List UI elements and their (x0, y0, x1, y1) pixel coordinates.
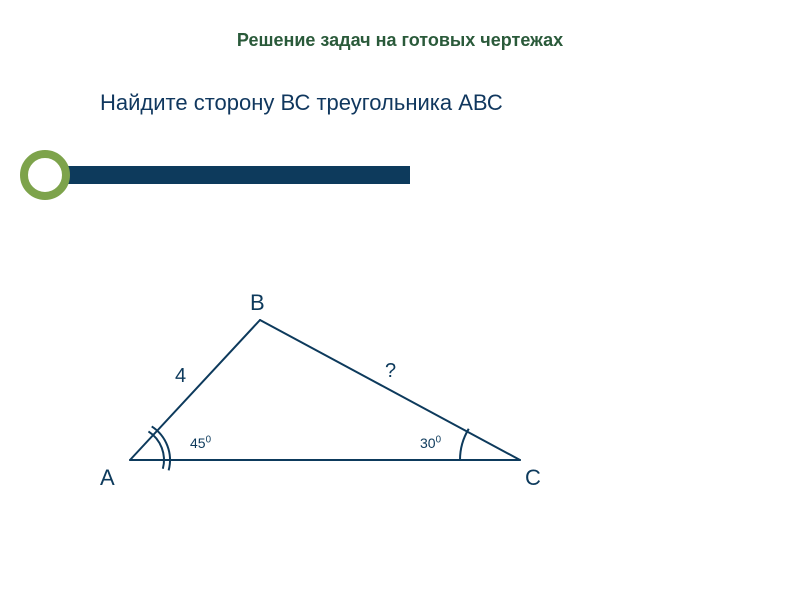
accent-decoration (20, 150, 410, 200)
angle-c-value: 30 (420, 435, 436, 451)
edge-label-ab: 4 (175, 365, 186, 388)
vertex-label-c: С (525, 465, 541, 491)
angle-c-sup: 0 (436, 434, 441, 445)
slide: Решение задач на готовых чертежах Найдит… (0, 0, 800, 600)
angle-a-value: 45 (190, 435, 206, 451)
task-text: Найдите сторону ВС треугольника АВС (100, 90, 503, 116)
angle-label-a: 450 (190, 435, 211, 451)
accent-bar (60, 166, 410, 184)
vertex-label-b: В (250, 290, 265, 316)
angle-a-sup: 0 (206, 434, 211, 445)
triangle-svg (120, 280, 540, 500)
angle-label-c: 300 (420, 435, 441, 451)
accent-ring-icon (20, 150, 70, 200)
vertex-label-a: А (100, 465, 115, 491)
edge-label-bc: ? (385, 360, 396, 383)
slide-title: Решение задач на готовых чертежах (0, 30, 800, 51)
triangle-diagram: А В С 4 ? 450 300 (120, 280, 540, 500)
